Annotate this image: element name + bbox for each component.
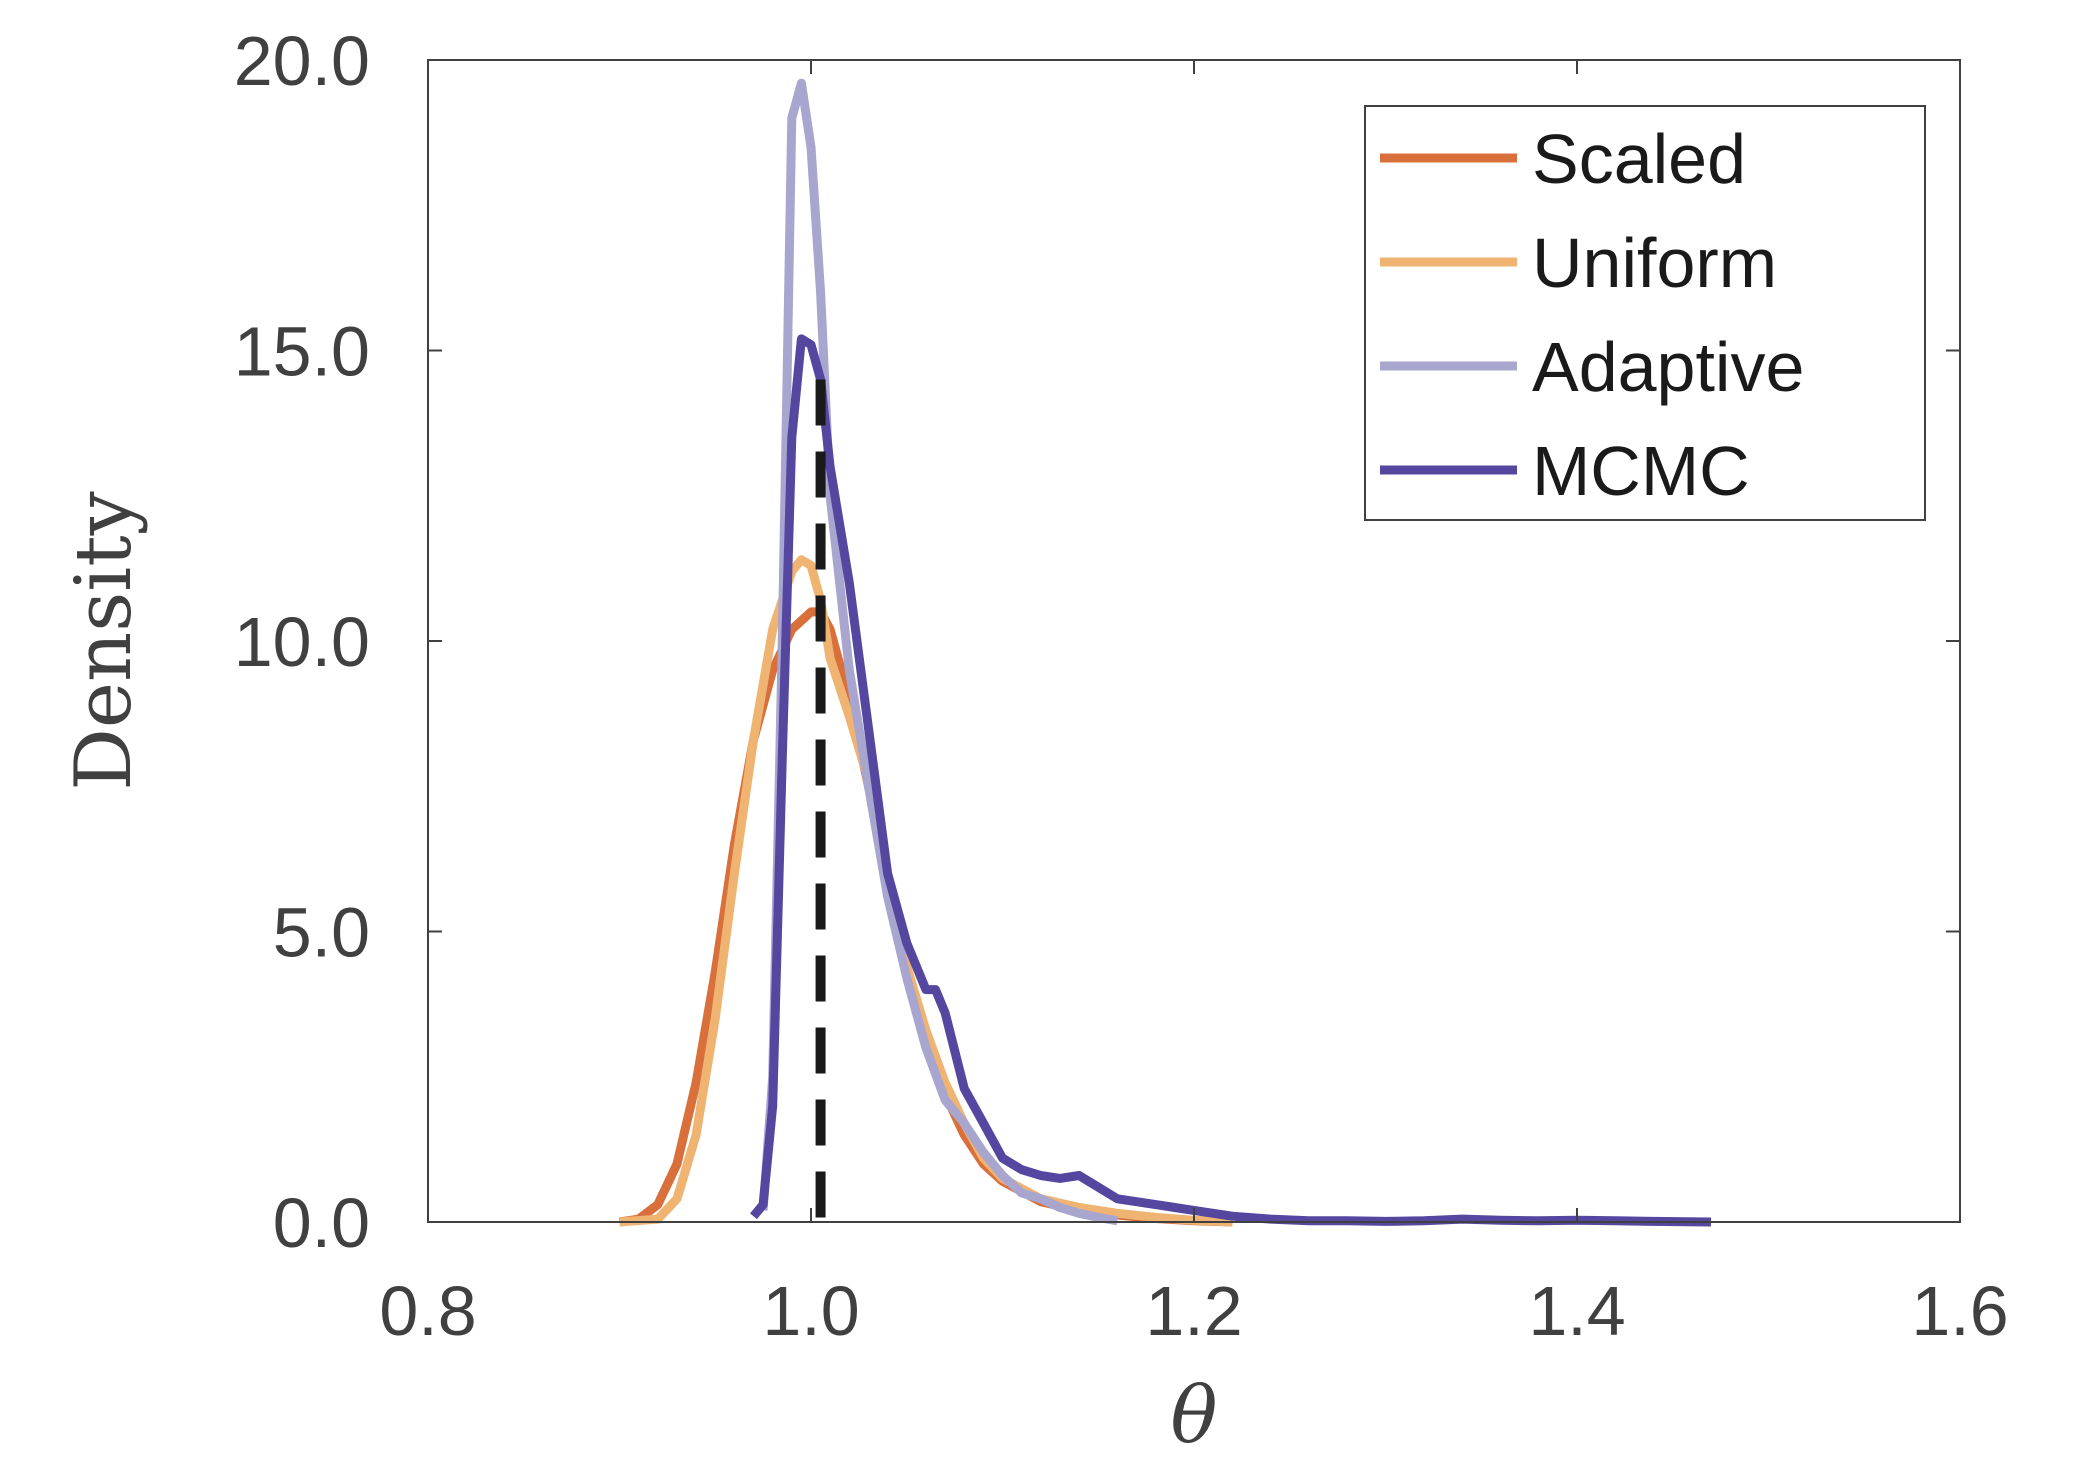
legend-label-uniform: Uniform	[1532, 224, 1777, 302]
series-line-uniform	[619, 555, 1233, 1227]
series-line-scaled	[618, 607, 1233, 1227]
legend-label-adaptive: Adaptive	[1532, 328, 1804, 406]
y-tick-label: 5.0	[273, 894, 370, 972]
ticks-layer: 0.8 1.0 1.2 1.4 1.6 0.0 5.0 10.0 15.0 20.0	[234, 22, 2009, 1350]
y-tick-label: 20.0	[234, 22, 370, 100]
legend: Scaled Uniform Adaptive MCMC	[1364, 105, 1926, 521]
x-tick-label: 1.4	[1528, 1272, 1625, 1350]
y-tick-label: 10.0	[234, 603, 370, 681]
x-tick-label: 0.8	[379, 1272, 476, 1350]
legend-label-mcmc: MCMC	[1532, 432, 1750, 510]
series-line-adaptive	[758, 78, 1119, 1226]
legend-label-scaled: Scaled	[1532, 120, 1746, 198]
y-tick-label: 0.0	[273, 1184, 370, 1262]
y-axis-label: Density	[59, 491, 149, 790]
legend-box	[1364, 105, 1926, 521]
x-axis-label: θ	[1171, 1371, 1218, 1461]
y-tick-label: 15.0	[234, 313, 370, 391]
x-tick-label: 1.6	[1911, 1272, 2008, 1350]
x-tick-label: 1.2	[1145, 1272, 1242, 1350]
x-tick-label: 1.0	[762, 1272, 859, 1350]
